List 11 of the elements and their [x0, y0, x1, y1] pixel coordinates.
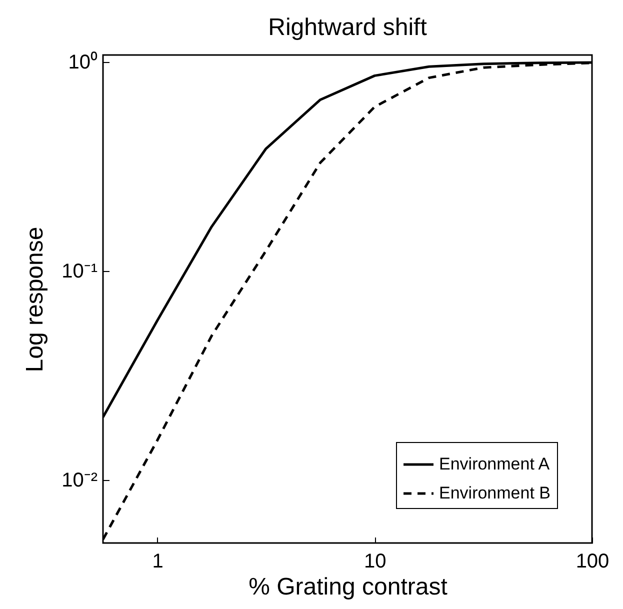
x-axis-title: % Grating contrast: [248, 574, 448, 600]
legend-label: Environment B: [439, 484, 550, 502]
x-tick-label: 1: [152, 550, 164, 572]
y-tick-label: 10⁰: [68, 50, 98, 74]
legend-label: Environment A: [439, 454, 550, 474]
chart-title: Rightward shift: [268, 14, 428, 41]
x-tick-label: 10: [364, 550, 386, 572]
x-tick-label: 100: [576, 550, 610, 572]
y-axis-title: Log response: [22, 226, 49, 372]
y-tick-label: 10⁻¹: [62, 260, 98, 283]
y-tick-label: 10⁻²: [62, 470, 98, 492]
